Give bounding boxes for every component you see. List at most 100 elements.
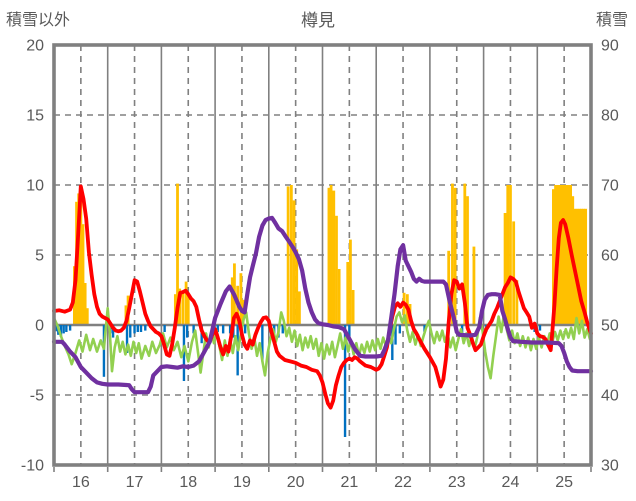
- left-axis-title: 積雪以外: [6, 12, 71, 29]
- blue-bar: [136, 325, 139, 332]
- blue-bar: [59, 325, 63, 337]
- orange-bar: [327, 187, 331, 325]
- orange-bar: [562, 185, 566, 325]
- x-tick-label: 19: [233, 474, 251, 491]
- x-tick-label: 18: [179, 474, 197, 491]
- red-line: [52, 184, 593, 410]
- blue-bar: [394, 325, 397, 345]
- orange-bar: [509, 185, 512, 325]
- y-left-tick-label: 15: [26, 108, 44, 125]
- y-right-tick-label: 50: [601, 318, 619, 335]
- x-tick-label: 20: [287, 474, 305, 491]
- blue-bar: [221, 325, 225, 334]
- orange-bar: [77, 193, 81, 325]
- orange-bar: [472, 246, 476, 325]
- blue-bar: [129, 325, 132, 338]
- orange-bar: [558, 185, 562, 325]
- orange-bar: [515, 280, 519, 325]
- orange-bar: [451, 183, 454, 325]
- orange-bar: [292, 200, 296, 325]
- orange-bar: [351, 290, 355, 325]
- orange-bar: [289, 185, 293, 325]
- orange-bar: [335, 215, 338, 325]
- blue-bar: [68, 325, 72, 331]
- y-right-tick-label: 90: [601, 38, 619, 55]
- x-tick-label: 23: [448, 474, 466, 491]
- orange-bar: [337, 269, 341, 325]
- y-right-tick-label: 60: [601, 248, 619, 265]
- y-right-tick-label: 80: [601, 108, 619, 125]
- orange-bar: [503, 213, 507, 325]
- orange-bar: [329, 185, 333, 325]
- blue-bar: [133, 325, 136, 334]
- orange-bar: [466, 196, 469, 325]
- orange-bar: [81, 224, 85, 325]
- x-tick-label: 21: [340, 474, 358, 491]
- orange-bar: [85, 308, 89, 325]
- orange-bar: [239, 273, 243, 325]
- x-tick-label: 16: [72, 474, 90, 491]
- orange-bar: [463, 183, 467, 325]
- blue-bar: [261, 325, 264, 362]
- orange-bar: [577, 208, 581, 325]
- orange-bar: [512, 221, 516, 325]
- y-left-tick-label: -5: [30, 388, 44, 405]
- orange-bar: [554, 185, 557, 325]
- blue-bar: [182, 325, 186, 381]
- blue-bar: [125, 325, 129, 353]
- blue-bar: [144, 325, 147, 331]
- orange-bar: [176, 183, 179, 325]
- blue-bar: [163, 325, 166, 332]
- x-tick-label: 24: [502, 474, 520, 491]
- y-left-tick-label: -10: [21, 458, 44, 475]
- orange-bar: [552, 189, 555, 325]
- y-left-tick-label: 0: [35, 318, 44, 335]
- y-left-tick-label: 10: [26, 178, 44, 195]
- x-tick-label: 17: [126, 474, 144, 491]
- y-right-tick-label: 40: [601, 388, 619, 405]
- orange-bar: [173, 294, 177, 325]
- orange-bar: [295, 249, 299, 325]
- blue-bar: [65, 325, 68, 332]
- blue-bar: [228, 325, 232, 334]
- chart-frame: [52, 43, 593, 467]
- orange-bar: [181, 291, 185, 325]
- orange-bar: [584, 208, 588, 325]
- orange-bar: [579, 208, 583, 325]
- y-left-tick-label: 20: [26, 38, 44, 55]
- orange-bar: [575, 208, 579, 325]
- blue-bar: [281, 325, 284, 334]
- blue-bar: [54, 325, 58, 332]
- orange-bar: [186, 294, 190, 325]
- y-right-tick-label: 70: [601, 178, 619, 195]
- chart-title: 樽見: [301, 11, 335, 30]
- x-tick-label: 25: [555, 474, 573, 491]
- orange-bar: [506, 185, 510, 325]
- orange-bar: [453, 187, 457, 325]
- blue-bar: [348, 325, 351, 341]
- orange-bar: [349, 239, 352, 325]
- orange-bar: [582, 208, 585, 325]
- orange-bar: [79, 192, 83, 325]
- blue-bar: [102, 325, 106, 377]
- y-right-tick-label: 30: [601, 458, 619, 475]
- blue-bar: [185, 325, 189, 338]
- orange-bar: [560, 185, 564, 325]
- orange-bar: [332, 190, 336, 325]
- orange-bar: [83, 283, 87, 325]
- blue-bar: [139, 325, 143, 332]
- orange-bar: [346, 262, 350, 325]
- x-tick-label: 22: [394, 474, 412, 491]
- purple-line: [51, 215, 594, 395]
- blue-bar: [192, 325, 195, 334]
- blue-bar: [243, 325, 247, 334]
- blue-bar: [216, 325, 219, 332]
- orange-bar: [230, 277, 234, 325]
- right-axis-title: 積雪: [595, 12, 628, 29]
- orange-bar: [402, 292, 406, 325]
- blue-bar: [111, 325, 115, 338]
- y-left-tick-label: 5: [35, 248, 44, 265]
- blue-bar: [398, 325, 402, 334]
